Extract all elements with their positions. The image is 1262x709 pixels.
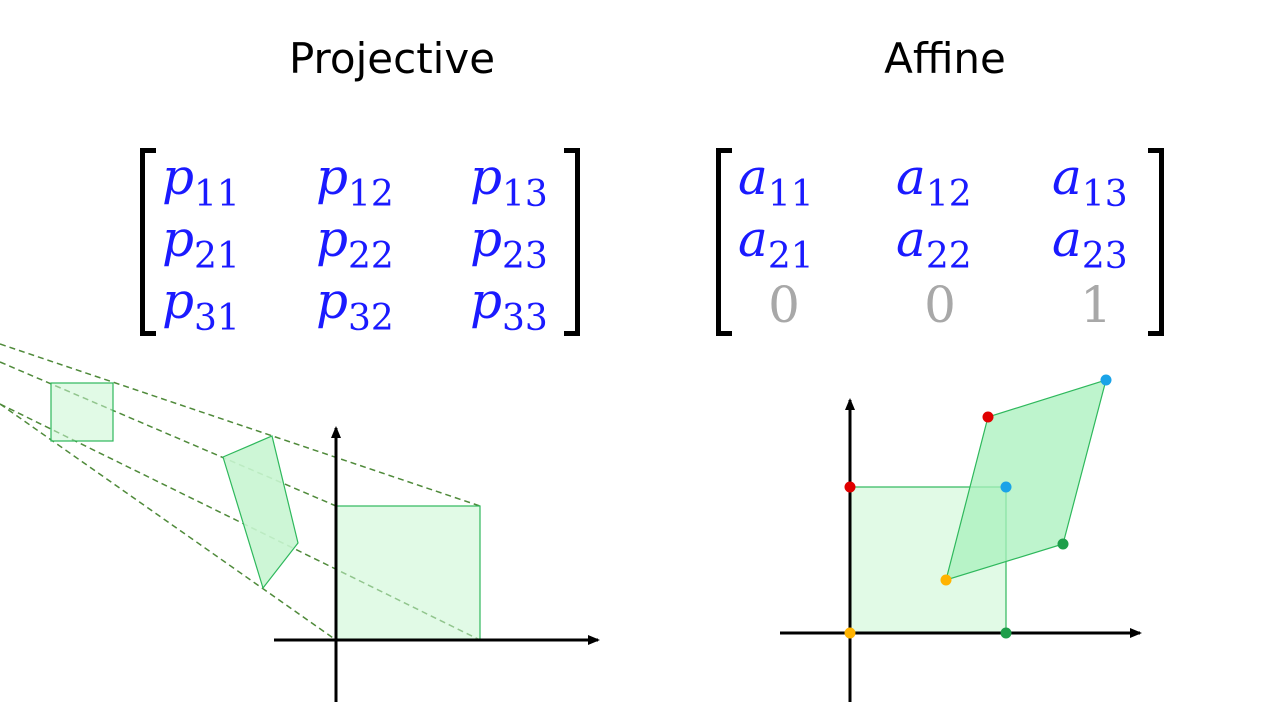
matrix-entry-a22: a22 bbox=[896, 210, 972, 277]
matrix-entry-p31: p31 bbox=[162, 272, 240, 339]
projected-quadrilateral bbox=[222, 435, 299, 590]
matrix-constant-0: 0 bbox=[768, 276, 800, 334]
matrix-entry-a11: a11 bbox=[738, 148, 814, 215]
transformed-point-red bbox=[982, 411, 994, 423]
transformed-parallelogram bbox=[945, 379, 1107, 581]
matrix-entry-a21: a21 bbox=[738, 210, 814, 277]
matrix-entry-p13: p13 bbox=[470, 148, 548, 215]
projective-diagram bbox=[0, 343, 600, 702]
matrix-constant-1: 1 bbox=[1080, 276, 1112, 334]
transformed-point-green bbox=[1057, 538, 1069, 550]
matrix-entry-p23: p23 bbox=[470, 210, 548, 277]
matrix-entry-a12: a12 bbox=[896, 148, 972, 215]
matrix-entry-a13: a13 bbox=[1052, 148, 1128, 215]
original-square bbox=[335, 505, 481, 641]
matrix-entry-p22: p22 bbox=[316, 210, 394, 277]
affine-matrix: a11 a12 a13 a21 a22 a23 0 0 1 bbox=[716, 146, 1164, 340]
matrix-entry-p11: p11 bbox=[162, 148, 240, 215]
left-bracket bbox=[716, 148, 732, 336]
matrix-entry-a23: a23 bbox=[1052, 210, 1128, 277]
matrix-constant-0: 0 bbox=[924, 276, 956, 334]
left-bracket bbox=[140, 148, 156, 336]
matrix-entry-p21: p21 bbox=[162, 210, 240, 277]
corner-point-yellow bbox=[844, 627, 856, 639]
right-bracket bbox=[564, 148, 580, 336]
matrix-entry-p32: p32 bbox=[316, 272, 394, 339]
corner-point-red bbox=[844, 481, 856, 493]
transformed-point-blue bbox=[1100, 374, 1112, 386]
affine-title: Affine bbox=[884, 34, 1006, 83]
corner-point-blue bbox=[1000, 481, 1012, 493]
corner-point-green bbox=[1000, 627, 1012, 639]
far-small-square bbox=[50, 382, 114, 442]
affine-diagram bbox=[780, 374, 1142, 702]
matrix-entry-p12: p12 bbox=[316, 148, 394, 215]
right-bracket bbox=[1148, 148, 1164, 336]
matrix-entry-p33: p33 bbox=[470, 272, 548, 339]
projective-matrix: p11 p12 p13 p21 p22 p23 p31 p32 p33 bbox=[140, 146, 580, 340]
transformed-point-yellow bbox=[940, 574, 952, 586]
projective-title: Projective bbox=[288, 34, 496, 83]
